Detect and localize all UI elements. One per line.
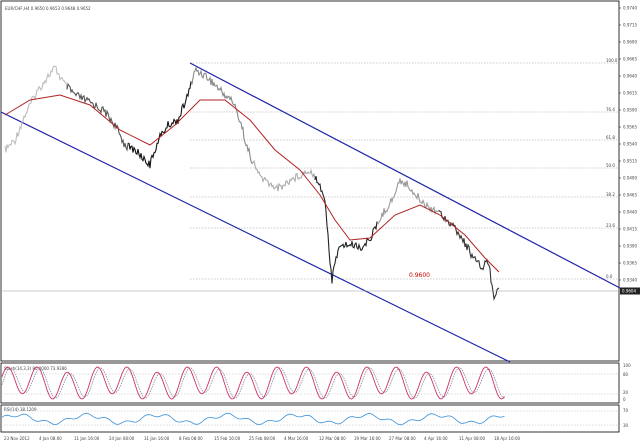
price-line-segment <box>252 159 316 192</box>
price-line-segment <box>128 80 192 169</box>
price-tick-label: 0.9515 <box>623 159 637 164</box>
price-tick-label: 0.9690 <box>623 40 637 45</box>
channel-lower-line <box>0 111 511 363</box>
price-line-segment <box>376 178 440 225</box>
rsi-line <box>1 410 618 426</box>
rsi-main-line <box>1 412 505 426</box>
fib-level-label: 38.2 <box>606 192 615 197</box>
price-line-segment <box>66 82 130 152</box>
price-tick-label: 0.9615 <box>623 91 637 96</box>
time-axis-label: 19 Mar 16:00 <box>354 436 381 441</box>
price-tick-label: 0.9465 <box>623 193 637 198</box>
price-line-segment <box>438 209 500 301</box>
time-axis-label: 11 Apr 08:00 <box>459 436 486 441</box>
price-tick-label: 0.9640 <box>623 74 637 79</box>
fib-level-label: 61.8 <box>606 135 615 140</box>
moving-average <box>4 94 500 273</box>
price-tick-label: 0.9490 <box>623 176 637 181</box>
stochastic-panel[interactable] <box>0 362 620 404</box>
channel-upper-line <box>189 62 621 289</box>
price-tick-label: 0.9390 <box>623 244 637 249</box>
stochastic-lines <box>1 366 618 400</box>
fib-level-label: 76.4 <box>606 107 615 112</box>
stochastic-signal-line <box>1 367 505 399</box>
fib-level-label: 50.0 <box>606 163 615 168</box>
price-tick-label: 0.9590 <box>623 108 637 113</box>
window-title: EUR/CHF,H4 0.9650 0.9653 0.9648 0.9652 <box>5 6 91 11</box>
fib-level-label: 100.0 <box>606 58 618 63</box>
time-axis-label: 18 Apr 16:00 <box>494 436 521 441</box>
price-tick-label: 0.9365 <box>623 261 637 266</box>
price-tick-label: 0.9740 <box>623 6 637 11</box>
time-axis-label: 23 Nov 2012 <box>4 436 30 441</box>
stochastic-axis-label: 100 <box>623 363 631 368</box>
rsi-panel[interactable] <box>0 404 620 433</box>
fib-level-label: 0.0 <box>606 274 613 279</box>
time-axis-label: 4 Mar 16:00 <box>284 436 309 441</box>
stochastic-main-line <box>1 366 505 400</box>
stochastic-label: Stoch(14,3,3) 80.0000 73.9286 <box>4 366 67 371</box>
fib-level-label: 23.6 <box>606 223 615 228</box>
price-tick-label: 0.9440 <box>623 210 637 215</box>
time-axis-label: 24 Jan 08:00 <box>109 436 135 441</box>
price-annotation: 0.9600 <box>409 272 430 279</box>
price-line-segment <box>314 175 378 284</box>
time-axis-label: 15 Feb 16:00 <box>214 436 241 441</box>
current-price-label: 0.9604 <box>622 289 636 294</box>
price-line-segment <box>190 66 254 165</box>
price-tick-label: 0.9415 <box>623 227 637 232</box>
current-price-tag <box>620 287 640 295</box>
price-tick-label: 0.9540 <box>623 142 637 147</box>
time-axis-label: 12 Mar 08:00 <box>319 436 346 441</box>
price-axis: 0.9740 0.9715 0.9690 0.9665 0.9640 0.9615 0.95… <box>619 6 637 283</box>
fibonacci-levels: 100.0 76.4 61.8 50.0 38.2 23.6 0.0 <box>190 58 618 280</box>
rsi-axis-label: 30 <box>623 423 629 428</box>
time-axis-label: 25 Feb 08:00 <box>249 436 276 441</box>
main-price-panel[interactable] <box>0 0 620 362</box>
price-tick-label: 0.9665 <box>623 57 637 62</box>
price-tick-label: 0.9340 <box>623 278 637 283</box>
price-line-segment <box>4 65 68 153</box>
time-axis: 23 Nov 2012 4 Jan 08:00 11 Jan 16:00 24 Jan… <box>4 436 521 441</box>
price-series <box>4 65 500 301</box>
time-axis-label: 27 Mar 08:00 <box>389 436 416 441</box>
stochastic-axis-label: 80 <box>623 372 629 377</box>
price-tick-label: 0.9565 <box>623 125 637 130</box>
time-axis-label: 4 Jan 08:00 <box>39 436 62 441</box>
time-axis-label: 4 Apr 16:00 <box>424 436 448 441</box>
stochastic-axis-label: 20 <box>623 390 629 395</box>
time-axis-label: 11 Jan 16:00 <box>74 436 100 441</box>
time-axis-label: 8 Feb 08:00 <box>179 436 203 441</box>
moving-average-line <box>4 94 500 273</box>
stochastic-axis: 100 80 20 0 <box>623 363 631 402</box>
rsi-label: RSI(14) 38.1209 <box>4 407 37 412</box>
price-tick-label: 0.9715 <box>623 23 637 28</box>
rsi-axis-label: 70 <box>623 408 629 413</box>
price-channel <box>0 62 621 363</box>
stochastic-axis-label: 0 <box>623 397 626 402</box>
rsi-axis: 70 30 <box>623 408 629 428</box>
time-axis-label: 31 Jan 16:00 <box>144 436 170 441</box>
